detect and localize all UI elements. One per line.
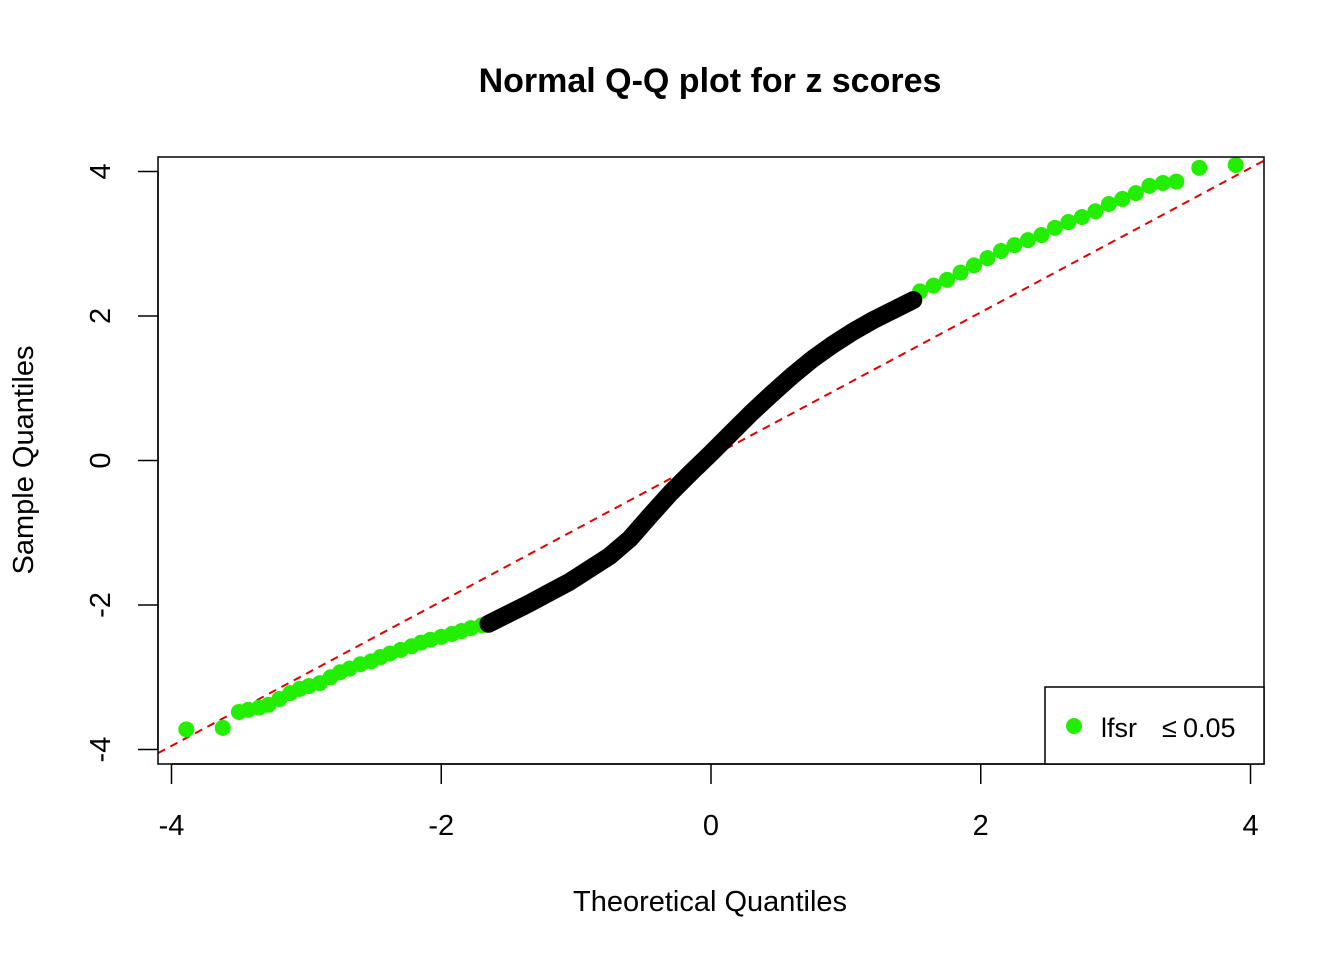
data-point xyxy=(966,257,983,274)
data-point xyxy=(480,615,497,632)
data-point xyxy=(723,425,740,442)
data-point xyxy=(662,485,679,502)
y-axis-label: Sample Quantiles xyxy=(8,346,40,575)
data-point xyxy=(1087,203,1104,220)
legend-marker xyxy=(1066,718,1082,734)
x-tick-label: -2 xyxy=(428,810,454,842)
data-point xyxy=(1141,177,1158,194)
data-point xyxy=(743,404,760,421)
data-point xyxy=(1073,208,1090,225)
dense-points-band xyxy=(479,291,923,633)
data-point xyxy=(1033,227,1050,244)
legend-label: lfsr xyxy=(1101,713,1137,743)
data-point xyxy=(561,573,578,590)
data-point xyxy=(1191,159,1208,176)
data-point xyxy=(703,445,719,462)
data-point xyxy=(885,302,902,319)
plot-area xyxy=(158,157,1264,755)
y-tick-label: -4 xyxy=(85,737,117,763)
data-point xyxy=(939,271,956,288)
y-tick-label: 0 xyxy=(85,452,117,468)
x-tick-label: 0 xyxy=(703,810,719,842)
data-point xyxy=(500,605,517,622)
series-other xyxy=(479,291,923,633)
data-point xyxy=(682,464,699,481)
data-point xyxy=(1168,173,1185,190)
data-point xyxy=(1154,175,1171,192)
x-axis: -4 -2 0 2 4 xyxy=(159,763,1259,842)
data-point xyxy=(763,386,780,403)
data-point xyxy=(642,507,659,524)
data-point xyxy=(864,312,881,329)
data-point xyxy=(1100,195,1117,212)
data-point xyxy=(992,242,1009,259)
data-point xyxy=(520,595,537,612)
data-point xyxy=(844,323,861,340)
data-point xyxy=(1127,185,1144,202)
y-axis: -4 -2 0 2 4 xyxy=(85,163,159,763)
y-tick-label: 4 xyxy=(85,163,117,179)
data-point xyxy=(1060,214,1077,231)
series-highlighted xyxy=(178,157,1244,738)
data-point xyxy=(1227,157,1244,173)
x-tick-label: 4 xyxy=(1242,810,1258,842)
data-point xyxy=(178,721,195,738)
x-tick-label: -4 xyxy=(159,810,185,842)
data-point xyxy=(804,351,821,368)
data-point xyxy=(1114,190,1131,207)
data-point xyxy=(783,367,800,384)
legend-symbol: ≤ xyxy=(1162,713,1177,743)
data-point xyxy=(1046,219,1063,236)
data-point xyxy=(952,264,969,281)
data-point xyxy=(905,292,922,309)
data-point xyxy=(979,250,996,267)
data-point xyxy=(601,547,618,564)
chart-title: Normal Q-Q plot for z scores xyxy=(479,62,942,100)
data-point xyxy=(622,530,639,547)
data-point xyxy=(824,336,841,353)
data-point xyxy=(1006,237,1023,254)
data-point xyxy=(541,584,558,601)
legend: lfsr ≤ 0.05 xyxy=(1044,686,1265,765)
x-axis-label: Theoretical Quantiles xyxy=(573,886,847,918)
y-tick-label: -2 xyxy=(85,592,117,618)
data-point xyxy=(581,560,598,577)
data-point xyxy=(925,277,942,294)
data-point xyxy=(1019,232,1036,249)
x-tick-label: 2 xyxy=(973,810,989,842)
data-point xyxy=(214,719,231,736)
y-tick-label: 2 xyxy=(85,308,117,324)
legend-value: 0.05 xyxy=(1183,713,1236,743)
